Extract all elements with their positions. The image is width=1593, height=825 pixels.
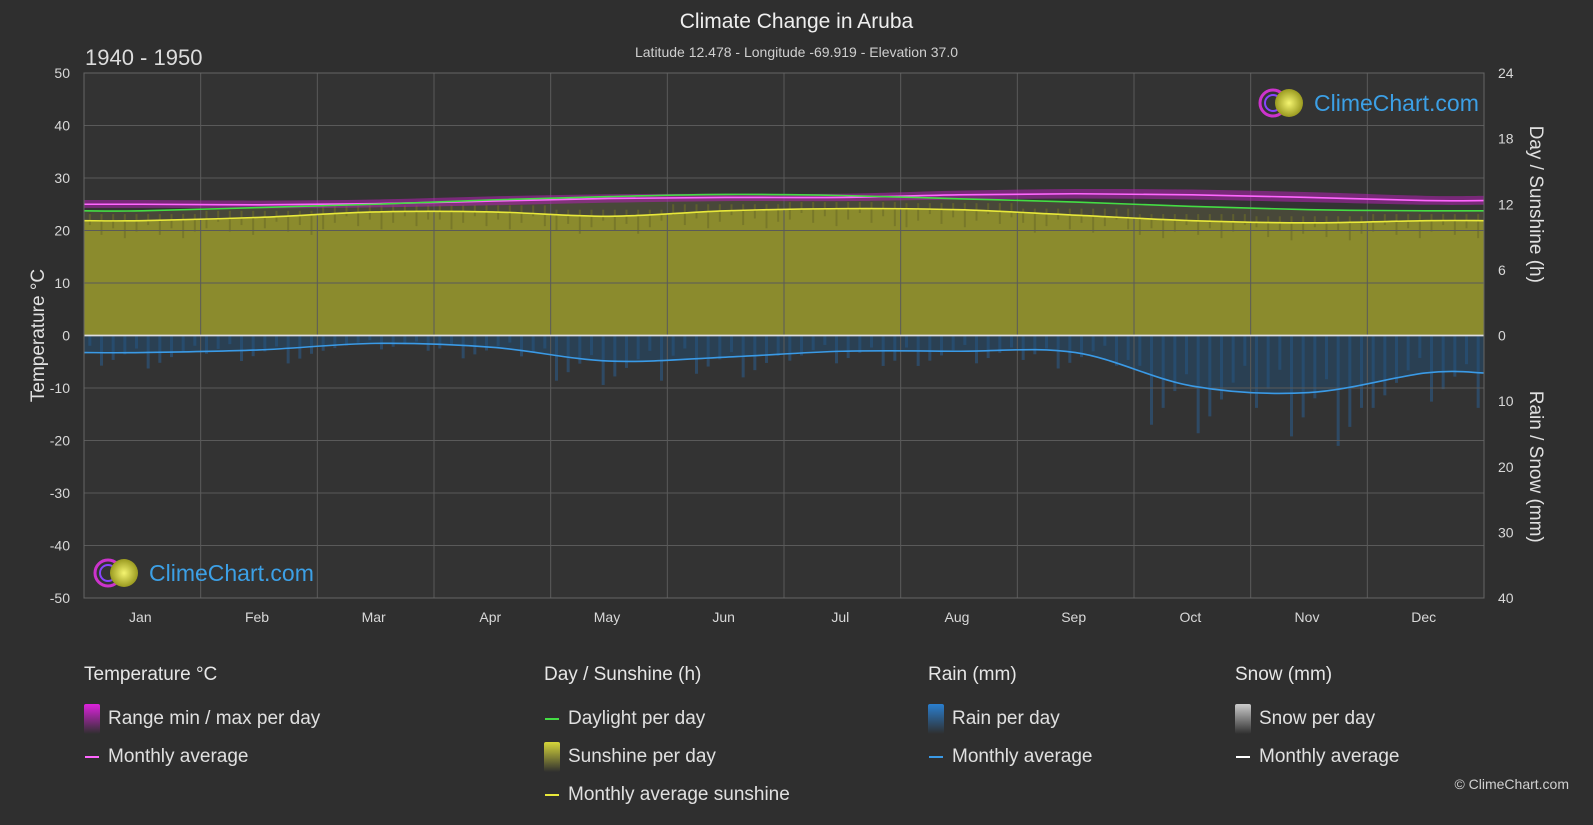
logo-text-bottom: ClimeChart.com: [149, 559, 314, 586]
x-tick-label: Sep: [1061, 609, 1086, 625]
legend-item: Monthly average: [928, 738, 1092, 776]
daylight-line: [83, 193, 1485, 212]
legend-label: Daylight per day: [568, 708, 706, 729]
period-label: 1940 - 1950: [85, 45, 203, 70]
legend-group: Rain (mm) Rain per day Monthly average: [928, 664, 1092, 776]
y-right-hours-tick-label: 24: [1498, 65, 1514, 81]
temperature-avg-line: [83, 192, 1485, 206]
plot-border: [83, 72, 1485, 599]
legend-swatch: [545, 794, 559, 796]
logo-top: ClimeChart.com: [1258, 86, 1479, 120]
y-left-tick-label: 10: [54, 275, 70, 291]
logo-text-top: ClimeChart.com: [1314, 89, 1479, 116]
y-right-rain-tick-label: 30: [1498, 524, 1514, 540]
legend-swatch: [928, 704, 944, 734]
y-right-hours-tick-label: 18: [1498, 131, 1514, 147]
legend-swatch: [1235, 704, 1251, 734]
y-right-rain-tick-label: 20: [1498, 459, 1514, 475]
y-left-tick-label: -20: [50, 433, 70, 449]
chart-title: Climate Change in Aruba: [679, 10, 914, 33]
y-right-rain-tick-label: 10: [1498, 393, 1514, 409]
x-tick-label: Nov: [1295, 609, 1320, 625]
legend-group-title: Day / Sunshine (h): [544, 664, 702, 685]
sunshine-avg-line: [83, 207, 1485, 224]
y-right-hours-tick-label: 0: [1498, 328, 1506, 344]
x-tick-label: Jan: [129, 609, 152, 625]
y-left-tick-label: 30: [54, 170, 70, 186]
x-tick-label: Jun: [712, 609, 735, 625]
y-right-top-axis-label: Day / Sunshine (h): [1525, 126, 1546, 283]
x-tick-label: Mar: [362, 609, 386, 625]
legend-swatch: [85, 756, 99, 758]
y-left-tick-label: 0: [62, 328, 70, 344]
climechart-logo-icon: [1258, 88, 1303, 118]
x-tick-label: Jul: [831, 609, 849, 625]
y-left-axis-label: Temperature °C: [28, 269, 49, 402]
y-right-bottom-axis-label: Rain / Snow (mm): [1525, 391, 1546, 543]
x-tick-label: Dec: [1411, 609, 1436, 625]
chart-subtitle: Latitude 12.478 - Longitude -69.919 - El…: [634, 44, 959, 60]
legend-label: Monthly average: [1259, 746, 1400, 767]
legend-label: Sunshine per day: [568, 746, 716, 767]
x-tick-label: Oct: [1179, 609, 1201, 625]
legend-group-title: Snow (mm): [1235, 664, 1333, 685]
rain-avg-line: [83, 342, 1485, 395]
legend-swatch: [545, 718, 559, 720]
legend-label: Monthly average: [952, 746, 1093, 767]
legend-swatch: [84, 704, 100, 734]
climechart-logo-icon: [93, 558, 138, 588]
legend-swatch: [544, 742, 560, 772]
y-left-tick-label: 40: [54, 118, 70, 134]
legend-label: Monthly average sunshine: [568, 784, 790, 805]
legend-label: Range min / max per day: [108, 708, 321, 729]
legend-swatch: [1236, 756, 1250, 758]
y-left-tick-label: -30: [50, 485, 70, 501]
legend-group: Temperature °C Range min / max per day Mon…: [84, 664, 320, 776]
x-tick-label: May: [594, 609, 620, 625]
y-left-tick-label: -40: [50, 538, 70, 554]
legend-group-title: Temperature °C: [84, 664, 218, 685]
legend-label: Rain per day: [952, 708, 1060, 729]
x-tick-label: Aug: [945, 609, 970, 625]
logo-bottom: ClimeChart.com: [93, 556, 314, 590]
x-tick-label: Feb: [245, 609, 269, 625]
legend-item: Monthly average: [84, 738, 320, 776]
y-right-hours-tick-label: 12: [1498, 196, 1514, 212]
y-left-tick-label: 20: [54, 223, 70, 239]
legend-item: Range min / max per day: [84, 700, 320, 738]
y-left-tick-label: -50: [50, 590, 70, 606]
legend-label: Monthly average: [108, 746, 249, 767]
y-right-rain-tick-label: 40: [1498, 590, 1514, 606]
copyright: © ClimeChart.com: [1454, 776, 1569, 792]
legend-swatch: [929, 756, 943, 758]
legend-item: Monthly average sunshine: [544, 776, 790, 814]
legend-item: Rain per day: [928, 700, 1092, 738]
legend-label: Snow per day: [1259, 708, 1376, 729]
x-tick-label: Apr: [479, 609, 501, 625]
y-left-tick-label: -10: [50, 380, 70, 396]
y-left-tick-label: 50: [54, 65, 70, 81]
legend-group: Day / Sunshine (h) Daylight per day Sunshi…: [544, 664, 790, 814]
legend-item: Snow per day: [1235, 700, 1399, 738]
legend-item: Monthly average: [1235, 738, 1399, 776]
legend-item: Sunshine per day: [544, 738, 790, 776]
legend-item: Daylight per day: [544, 700, 790, 738]
legend-group-title: Rain (mm): [928, 664, 1017, 685]
legend-group: Snow (mm) Snow per day Monthly average: [1235, 664, 1399, 776]
y-right-hours-tick-label: 6: [1498, 262, 1506, 278]
